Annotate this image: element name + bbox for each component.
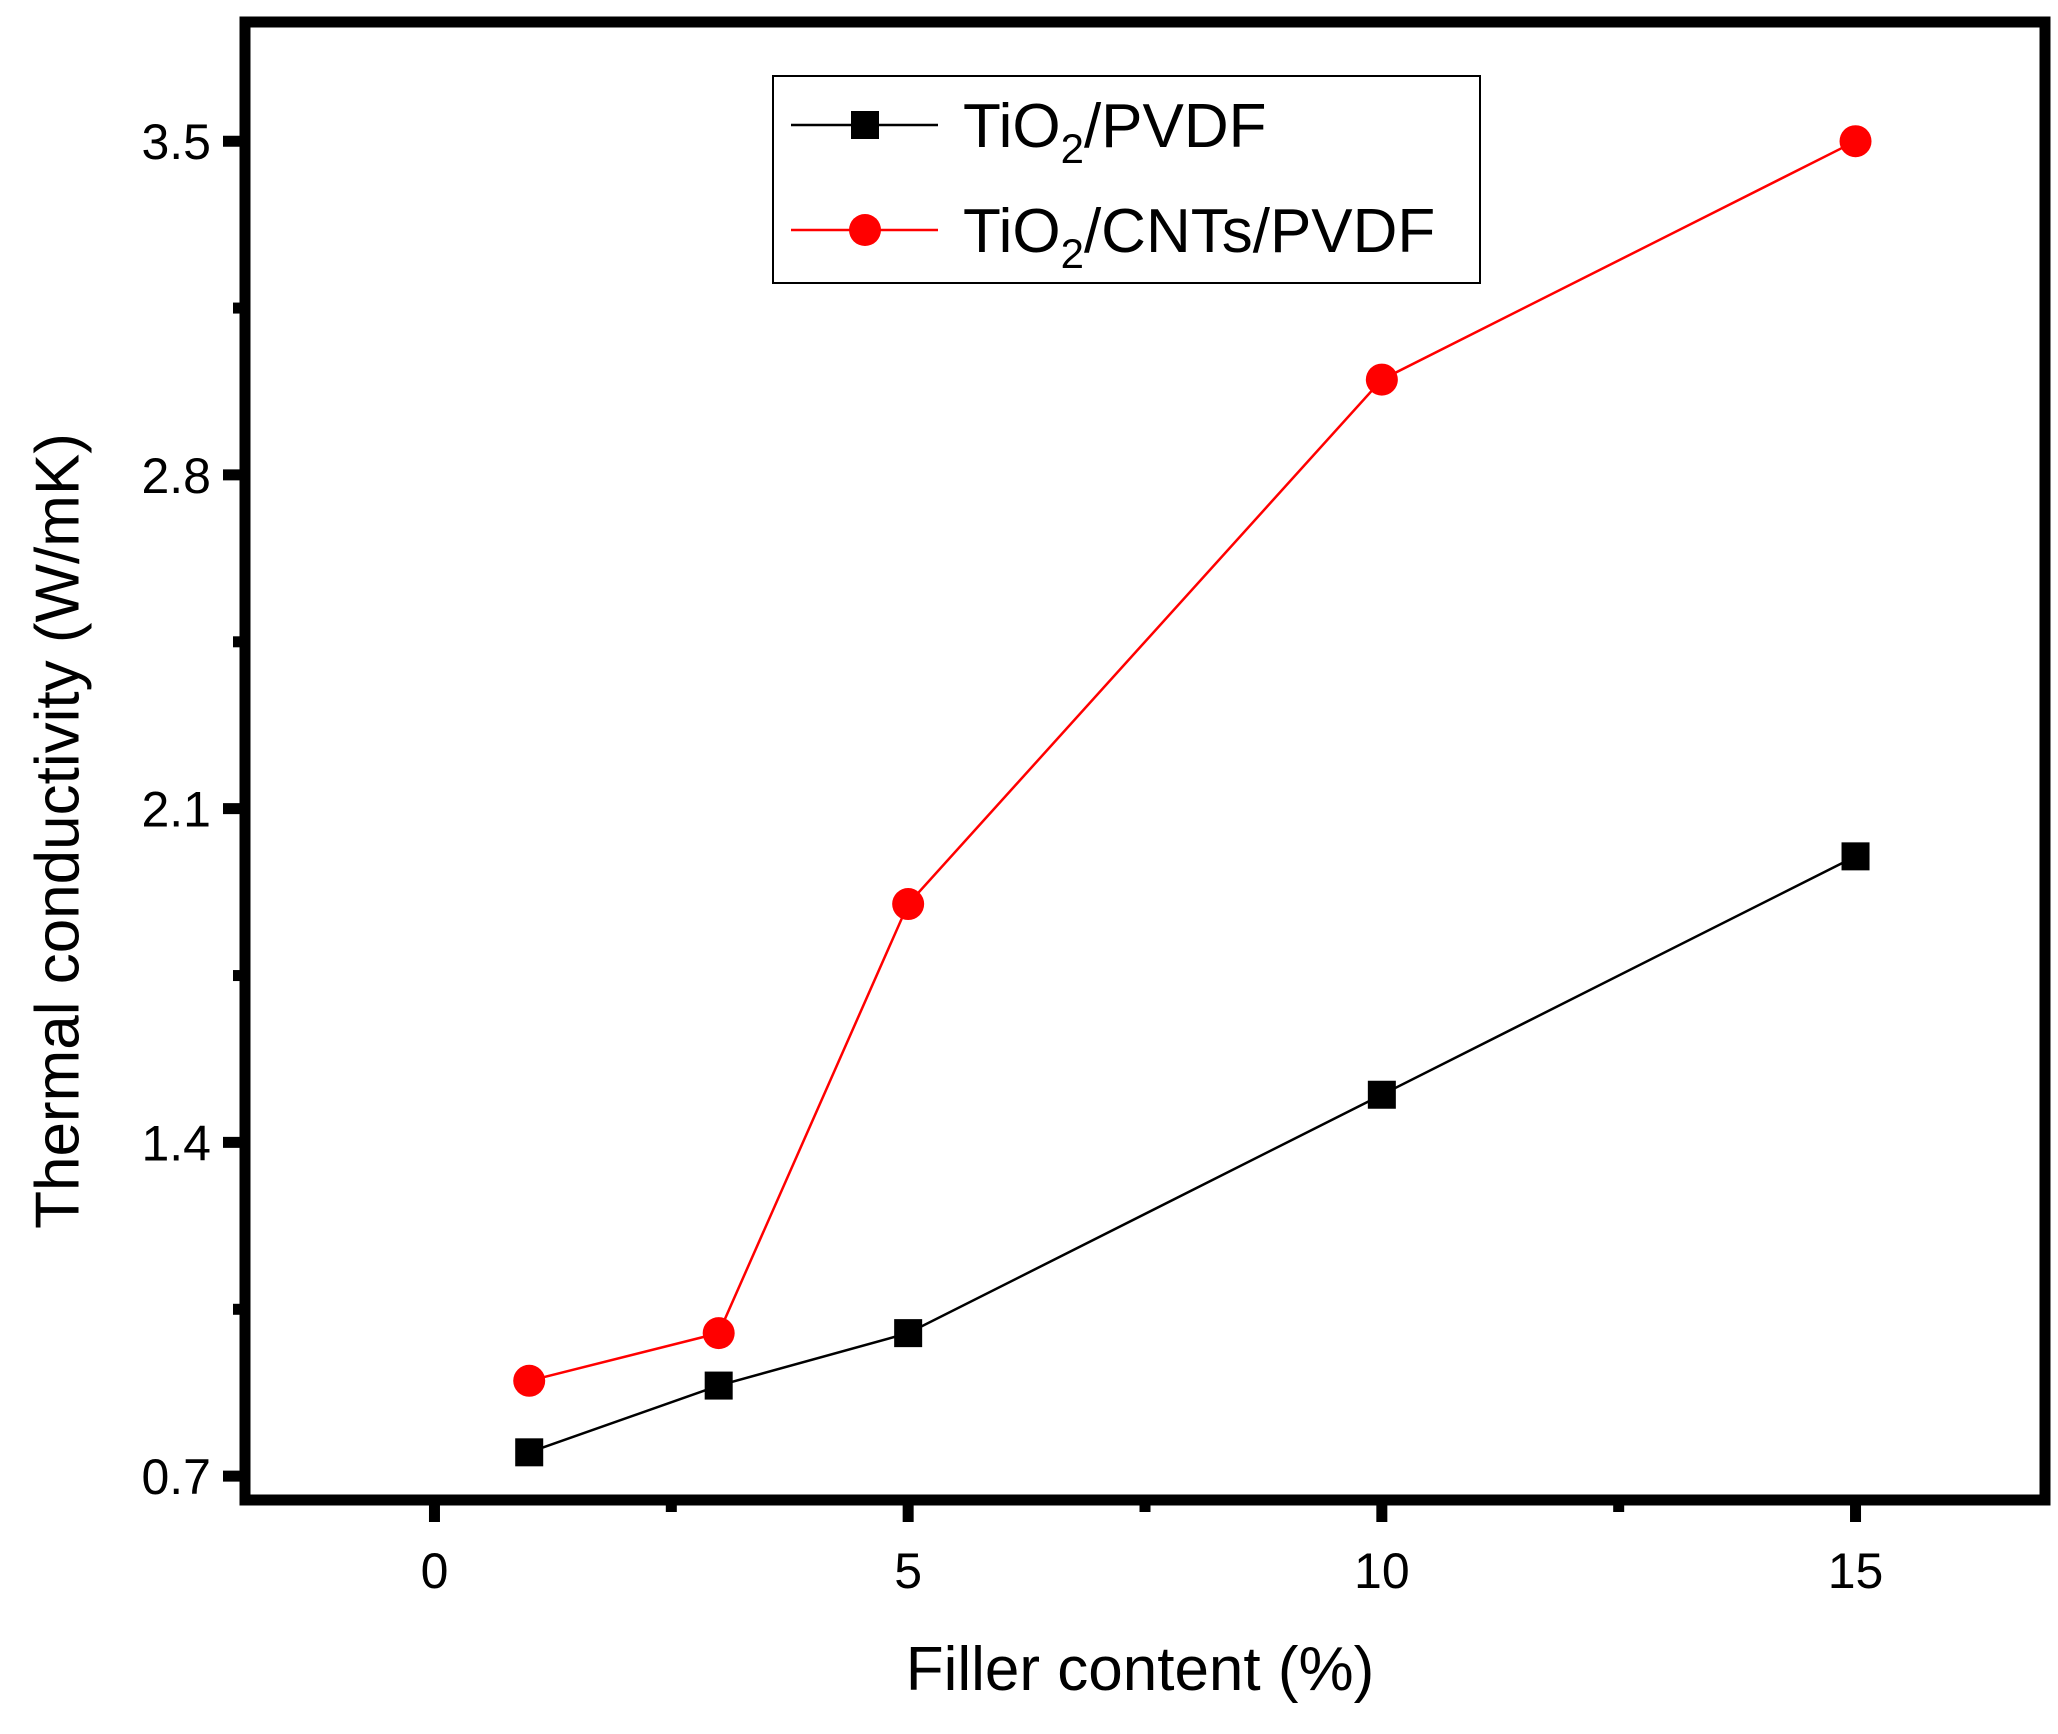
- data-point-square: [704, 1371, 733, 1400]
- series-2: [513, 125, 1872, 1397]
- data-point-square: [515, 1438, 544, 1467]
- legend-label: TiO2/CNTs/PVDF: [963, 197, 1435, 277]
- axes: 0 5 10 15 0.7 1.4 2.1 2.8 3.5: [141, 114, 1883, 1599]
- legend-marker-square: [851, 111, 879, 139]
- x-tick-label: 15: [1828, 1543, 1884, 1599]
- series-line: [528, 855, 1857, 1454]
- x-tick-label: 10: [1354, 1543, 1410, 1599]
- legend-marker-circle: [849, 214, 881, 246]
- data-point-circle: [1365, 363, 1398, 396]
- legend-box: [772, 75, 1481, 284]
- data-point-circle: [513, 1364, 546, 1397]
- y-tick-label: 0.7: [141, 1449, 211, 1505]
- series-1: [515, 842, 1870, 1467]
- y-axis-title: Thermal conductivity (W/mK): [23, 433, 92, 1229]
- x-tick-label: 0: [421, 1543, 449, 1599]
- y-tick-label: 1.4: [141, 1115, 211, 1171]
- data-point-circle: [702, 1317, 735, 1350]
- plot-frame: [239, 16, 2051, 1506]
- series-line: [528, 140, 1857, 1383]
- x-axis-title: Filler content (%): [906, 1635, 1375, 1704]
- y-tick-label: 2.8: [141, 448, 211, 504]
- legend: TiO2/PVDF TiO2/CNTs/PVDF: [772, 75, 1481, 284]
- y-tick-label: 3.5: [141, 114, 211, 170]
- x-tick-label: 5: [894, 1543, 922, 1599]
- series-layer: [513, 125, 1872, 1467]
- data-point-square: [1841, 842, 1870, 871]
- data-point-square: [1367, 1080, 1396, 1109]
- data-point-square: [894, 1319, 923, 1348]
- legend-label: TiO2/PVDF: [963, 92, 1267, 172]
- data-point-circle: [892, 888, 925, 921]
- data-point-circle: [1839, 125, 1872, 158]
- y-tick-label: 2.1: [141, 782, 211, 838]
